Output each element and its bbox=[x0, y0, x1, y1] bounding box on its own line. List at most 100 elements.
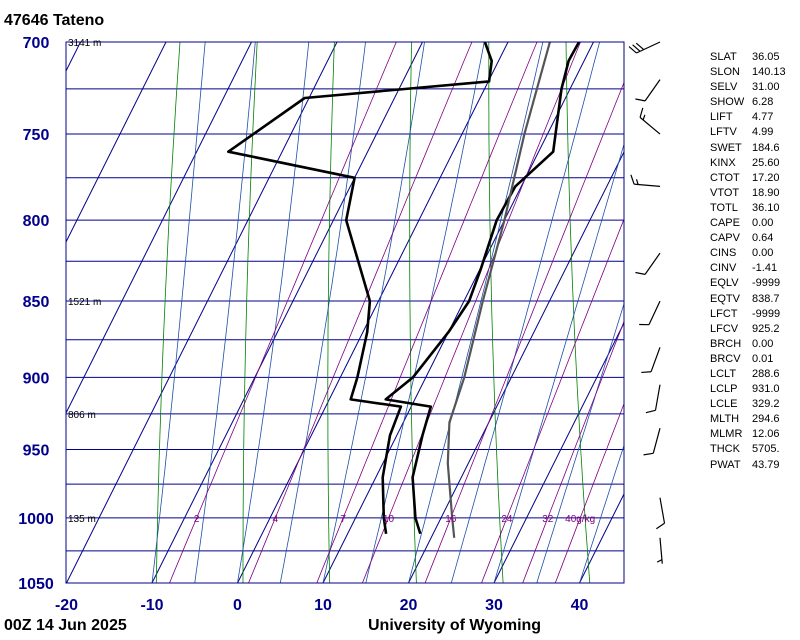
mixing-ratio-label: 32 bbox=[542, 514, 554, 525]
index-name: CTOT bbox=[710, 171, 740, 184]
moist-adiabat bbox=[151, 42, 206, 583]
index-row: CINV -1.41 bbox=[710, 261, 786, 276]
pressure-tick-label: 1000 bbox=[18, 511, 54, 528]
pressure-tick-label: 700 bbox=[23, 35, 50, 52]
index-row: LCLE 329.2 bbox=[710, 397, 786, 412]
moist-adiabat bbox=[536, 302, 624, 583]
index-value: 36.05 bbox=[752, 51, 780, 63]
index-name: CINS bbox=[710, 247, 737, 260]
isotherm-line bbox=[237, 42, 509, 583]
index-value: 0.64 bbox=[752, 232, 774, 245]
mixing-ratio-line bbox=[554, 402, 624, 583]
profile-lines bbox=[227, 42, 581, 538]
index-name: TOTL bbox=[710, 201, 738, 214]
index-row: MLTH 294.6 bbox=[710, 412, 786, 427]
index-row: THCK 5705. bbox=[710, 442, 786, 457]
index-value: 838.7 bbox=[752, 292, 780, 305]
index-name: CINV bbox=[710, 262, 737, 275]
index-row: CINS 0.00 bbox=[710, 246, 786, 261]
index-value: 4.99 bbox=[752, 126, 774, 139]
index-name: CAPE bbox=[710, 217, 740, 230]
moist-adiabat bbox=[322, 42, 425, 583]
isotherm-line bbox=[493, 321, 624, 583]
wind-barb bbox=[639, 107, 661, 135]
index-value: 12.06 bbox=[752, 428, 780, 441]
moist-adiabat bbox=[279, 42, 366, 583]
profile-line bbox=[227, 42, 494, 534]
wind-barb bbox=[635, 79, 661, 102]
index-row: EQLV -9999 bbox=[710, 276, 786, 291]
source-credit: University of Wyoming bbox=[368, 617, 542, 634]
moist-adiabat bbox=[450, 42, 600, 583]
index-row: TOTL 36.10 bbox=[710, 201, 786, 216]
index-name: PWAT bbox=[710, 458, 741, 471]
observation-time: 00Z 14 Jun 2025 bbox=[4, 617, 127, 634]
wind-barb bbox=[643, 428, 661, 456]
index-row: LFCV 925.2 bbox=[710, 322, 786, 337]
index-name: BRCH bbox=[710, 337, 742, 350]
pressure-tick-label: 950 bbox=[23, 443, 50, 460]
index-row: MLMR 12.06 bbox=[710, 427, 786, 442]
index-value: 0.00 bbox=[752, 247, 774, 260]
index-name: EQTV bbox=[710, 292, 740, 305]
moist-adiabat-lines bbox=[151, 42, 624, 583]
temperature-tick-label: 30 bbox=[485, 597, 503, 614]
stability-indices-table: SLAT 36.05 SLON 140.13 SELV 31.00 SHOW 6.28 LIFT… bbox=[710, 50, 786, 473]
moist-adiabat bbox=[579, 444, 624, 583]
index-row: LFCT -9999 bbox=[710, 307, 786, 322]
index-name: SHOW bbox=[710, 96, 745, 109]
temperature-axis: -20 -10 0 10 20 30 40 bbox=[55, 597, 589, 614]
station-title: 47646 Tateno bbox=[4, 12, 105, 29]
isotherm-line bbox=[66, 42, 167, 244]
index-value: 6.28 bbox=[752, 96, 774, 109]
temperature-tick-label: 10 bbox=[314, 597, 332, 614]
index-value: -9999 bbox=[752, 277, 781, 290]
index-row: EQTV 838.7 bbox=[710, 292, 786, 307]
isotherm-lines bbox=[66, 42, 624, 583]
index-name: SLAT bbox=[710, 51, 737, 63]
index-value: 925.2 bbox=[752, 322, 780, 335]
temperature-tick-label: -20 bbox=[55, 597, 78, 614]
index-value: 329.2 bbox=[752, 398, 780, 411]
index-row: CTOT 17.20 bbox=[710, 171, 786, 186]
index-row: LFTV 4.99 bbox=[710, 125, 786, 140]
mixing-ratio-lines bbox=[169, 42, 624, 583]
height-label: 1521 m bbox=[68, 297, 101, 308]
temperature-tick-label: -10 bbox=[140, 597, 163, 614]
isotherm-line bbox=[151, 42, 423, 583]
wind-barb bbox=[628, 41, 661, 54]
index-row: BRCV 0.01 bbox=[710, 352, 786, 367]
isobar-lines bbox=[66, 41, 624, 584]
mixing-ratio-line bbox=[248, 42, 473, 583]
index-name: LCLP bbox=[710, 383, 738, 396]
mixing-ratio-label: 4 bbox=[273, 514, 279, 525]
mixing-ratio-line bbox=[362, 42, 581, 583]
index-row: SHOW 6.28 bbox=[710, 95, 786, 110]
mixing-ratio-line bbox=[424, 81, 624, 583]
moist-adiabat bbox=[408, 42, 544, 583]
temperature-tick-label: 20 bbox=[400, 597, 418, 614]
index-name: SELV bbox=[710, 81, 738, 94]
index-name: THCK bbox=[710, 443, 740, 456]
profile-line bbox=[446, 42, 551, 538]
wind-barb bbox=[635, 252, 661, 275]
mixing-ratio-label: 10 bbox=[383, 514, 395, 525]
index-value: 0.00 bbox=[752, 217, 774, 230]
isotherm-line bbox=[66, 42, 252, 415]
mixing-ratio-label: 2 bbox=[194, 514, 200, 525]
index-name: MLTH bbox=[710, 413, 740, 426]
wind-barb bbox=[639, 300, 661, 326]
index-value: 31.00 bbox=[752, 81, 780, 94]
mixing-ratio-label: 16 bbox=[445, 514, 457, 525]
wind-barb bbox=[656, 497, 666, 530]
index-row: LIFT 4.77 bbox=[710, 110, 786, 125]
index-row: SWET 184.6 bbox=[710, 141, 786, 156]
pressure-tick-label: 800 bbox=[23, 213, 50, 230]
index-row: PWAT 43.79 bbox=[710, 458, 786, 473]
index-row: LCLT 288.6 bbox=[710, 367, 786, 382]
isotherm-line bbox=[66, 42, 81, 73]
index-value: 4.77 bbox=[752, 111, 774, 124]
pressure-tick-label: 1050 bbox=[18, 576, 54, 593]
index-value: 184.6 bbox=[752, 141, 780, 154]
index-row: SELV 31.00 bbox=[710, 80, 786, 95]
